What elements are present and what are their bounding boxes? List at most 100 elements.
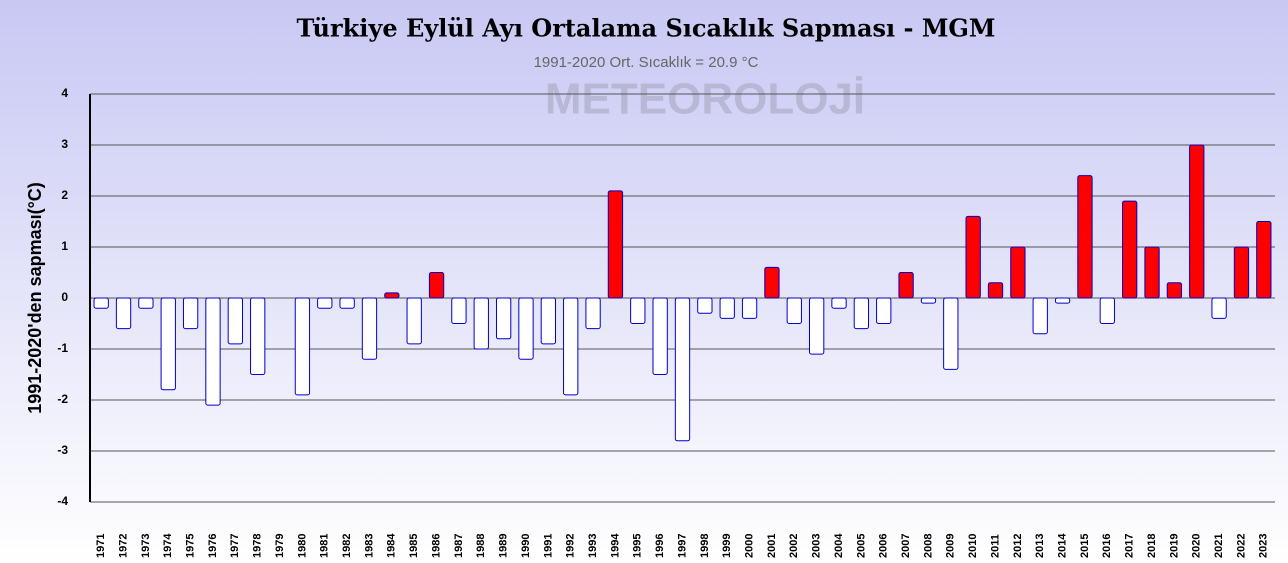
bar (698, 298, 712, 313)
x-tick-label: 1994 (609, 533, 621, 558)
bar (832, 298, 846, 308)
x-tick-label: 2004 (833, 533, 845, 558)
bar (1100, 298, 1114, 324)
bar (854, 298, 868, 329)
bar (899, 273, 913, 299)
bar (474, 298, 488, 349)
bar (608, 191, 622, 298)
x-tick-label: 1991 (542, 534, 554, 558)
x-tick-label: 1975 (185, 534, 197, 558)
bar (116, 298, 130, 329)
y-tick-label: -1 (57, 341, 68, 355)
x-tick-label: 2016 (1101, 534, 1113, 558)
bar (496, 298, 510, 339)
bar (228, 298, 242, 344)
chart-title: Türkiye Eylül Ayı Ortalama Sıcaklık Sapm… (297, 14, 996, 43)
x-tick-label: 2015 (1079, 534, 1091, 558)
bar (1190, 145, 1204, 298)
bar (318, 298, 332, 308)
x-tick-label: 2014 (1057, 533, 1069, 558)
y-tick-label: -2 (57, 392, 68, 406)
x-tick-label: 1990 (520, 534, 532, 558)
bar (809, 298, 823, 354)
x-tick-label: 2019 (1168, 534, 1180, 558)
x-tick-label: 2012 (1012, 534, 1024, 558)
y-axis-label: 1991-2020'den sapması(°C) (25, 182, 45, 414)
x-tick-label: 1976 (207, 534, 219, 558)
bar (1055, 298, 1069, 303)
bar (362, 298, 376, 359)
bar (94, 298, 108, 308)
bar (988, 283, 1002, 298)
x-tick-label: 2010 (967, 534, 979, 558)
bar (944, 298, 958, 369)
x-tick-label: 1978 (252, 534, 264, 558)
bar (161, 298, 175, 390)
x-tick-label: 2008 (922, 534, 934, 558)
x-tick-label: 1987 (453, 534, 465, 558)
x-tick-label: 1974 (162, 533, 174, 558)
x-tick-label: 2018 (1146, 534, 1158, 558)
x-tick-label: 2003 (811, 534, 823, 558)
bar (251, 298, 265, 375)
x-tick-label: 1984 (386, 533, 398, 558)
bar (720, 298, 734, 318)
bar (139, 298, 153, 308)
bar (1167, 283, 1181, 298)
x-tick-label: 1989 (498, 534, 510, 558)
x-tick-label: 2005 (855, 534, 867, 558)
x-tick-label: 2022 (1235, 534, 1247, 558)
bar (1212, 298, 1226, 318)
x-tick-label: 1997 (676, 534, 688, 558)
y-tick-label: 1 (61, 239, 68, 253)
x-tick-label: 2011 (989, 534, 1001, 558)
bar (452, 298, 466, 324)
x-tick-label: 1993 (587, 534, 599, 558)
x-tick-label: 2017 (1124, 534, 1136, 558)
bar (765, 267, 779, 298)
bar (1123, 201, 1137, 298)
x-tick-label: 2007 (900, 534, 912, 558)
watermark: METEOROLOJİ (545, 75, 865, 124)
x-tick-label: 1998 (699, 534, 711, 558)
bar (675, 298, 689, 441)
x-tick-label: 2020 (1191, 534, 1203, 558)
x-tick-label: 1982 (341, 534, 353, 558)
x-tick-label: 2001 (766, 534, 778, 558)
bar (966, 216, 980, 298)
y-tick-label: 0 (61, 290, 68, 304)
x-tick-label: 2021 (1213, 534, 1225, 558)
y-tick-label: -3 (57, 443, 68, 457)
bar (519, 298, 533, 359)
bar (407, 298, 421, 344)
x-tick-label: 1985 (408, 534, 420, 558)
bar (877, 298, 891, 324)
bar (1257, 222, 1271, 299)
x-tick-label: 1980 (296, 534, 308, 558)
bar (653, 298, 667, 375)
bar (1011, 247, 1025, 298)
y-tick-label: 3 (61, 137, 68, 151)
bar (921, 298, 935, 303)
x-tick-label: 2000 (743, 534, 755, 558)
x-tick-label: 1999 (721, 534, 733, 558)
bar (742, 298, 756, 318)
bar (340, 298, 354, 308)
bar (1078, 176, 1092, 298)
bar (429, 273, 443, 299)
x-tick-label: 1972 (117, 534, 129, 558)
x-tick-label: 1979 (274, 534, 286, 558)
x-tick-label: 2002 (788, 534, 800, 558)
bar (787, 298, 801, 324)
y-tick-label: 2 (61, 188, 68, 202)
y-tick-label: 4 (61, 86, 68, 100)
x-tick-label: 1981 (319, 534, 331, 558)
bar (541, 298, 555, 344)
x-tick-label: 2023 (1258, 534, 1270, 558)
bar (1033, 298, 1047, 334)
y-tick-label: -4 (57, 494, 68, 508)
x-tick-label: 1986 (430, 534, 442, 558)
chart-subtitle: 1991-2020 Ort. Sıcaklık = 20.9 °C (534, 54, 759, 71)
x-tick-label: 1983 (363, 534, 375, 558)
bar (586, 298, 600, 329)
